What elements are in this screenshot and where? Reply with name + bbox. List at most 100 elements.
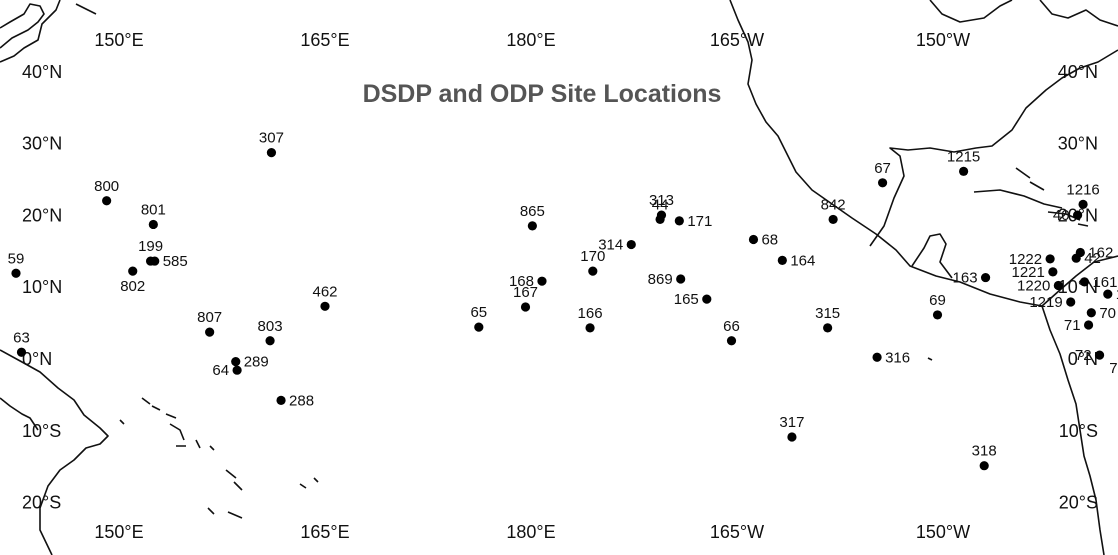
site-label-63: 63: [13, 329, 30, 346]
site-label-802: 802: [120, 278, 145, 295]
site-marker-865: [527, 221, 537, 231]
site-label-801: 801: [141, 201, 166, 218]
site-marker-168: [537, 276, 547, 286]
site-marker-1220: [1053, 280, 1063, 291]
site-marker-161: [1079, 277, 1090, 287]
site-marker-1221: [1048, 267, 1058, 277]
site-label-162: 162: [1088, 244, 1113, 261]
site-marker-171: [674, 216, 684, 226]
site-label-161: 161: [1092, 274, 1117, 291]
lon-tick-bottom-0: 150°E: [94, 522, 143, 542]
site-label-314: 314: [598, 237, 623, 254]
site-label-170: 170: [580, 248, 605, 265]
lat-tick-right-0: 40°N: [1058, 62, 1098, 82]
site-marker-317: [787, 432, 797, 442]
site-marker-64: [232, 365, 242, 375]
galapagos: [927, 357, 933, 361]
yucatan-coast: [911, 233, 953, 279]
site-marker-307: [266, 148, 277, 158]
site-marker-71: [1083, 320, 1094, 330]
site-marker-585: [150, 256, 160, 266]
lon-tick-bottom-4: 150°W: [916, 522, 970, 542]
site-label-168: 168: [509, 273, 534, 290]
site-label-1222: 1222: [1009, 251, 1042, 268]
site-label-164: 164: [790, 252, 815, 269]
lon-tick-bottom-2: 180°E: [506, 522, 555, 542]
map-title: DSDP and ODP Site Locations: [363, 80, 722, 108]
site-label-68: 68: [761, 232, 778, 249]
bismarck-islands: [141, 397, 186, 447]
site-label-1221: 1221: [1011, 264, 1044, 281]
site-label-199: 199: [138, 238, 163, 255]
lat-tick-left-4: 0°N: [22, 349, 52, 369]
south-america-coast: [1041, 255, 1118, 555]
site-marker-59: [11, 268, 21, 278]
site-label-73: 73: [1109, 360, 1118, 377]
site-label-67: 67: [874, 160, 891, 177]
site-marker-70: [1086, 308, 1096, 318]
site-label-1216: 1216: [1066, 181, 1099, 198]
site-label-171: 171: [687, 213, 712, 230]
site-marker-68: [748, 234, 759, 245]
lat-tick-left-0: 40°N: [22, 62, 62, 82]
site-marker-807: [205, 327, 215, 337]
japan-south-coast: [0, 0, 61, 63]
site-marker-69: [932, 310, 943, 320]
site-marker-842: [828, 214, 838, 225]
new-guinea-coast: [0, 349, 109, 555]
site-label-803: 803: [258, 318, 283, 335]
site-label-865: 865: [520, 203, 545, 220]
north-america-coast: [729, 0, 1043, 307]
site-marker-800: [102, 196, 112, 206]
northeast-coast: [1039, 0, 1118, 27]
lon-tick-top-1: 165°E: [300, 30, 349, 50]
new-guinea-west-coast: [0, 397, 39, 431]
site-marker-170: [588, 266, 598, 276]
site-marker-44: [655, 214, 665, 225]
lon-tick-bottom-3: 165°W: [710, 522, 764, 542]
site-marker-1216: [1078, 199, 1088, 209]
site-marker-316: [872, 352, 882, 362]
lat-tick-right-1: 30°N: [1058, 134, 1098, 154]
site-label-44: 44: [652, 196, 669, 213]
lat-tick-left-1: 30°N: [22, 134, 62, 154]
cuba-coast: [973, 167, 1063, 209]
site-label-585: 585: [163, 253, 188, 270]
site-label-315: 315: [815, 305, 840, 322]
site-marker-67: [877, 178, 888, 188]
site-marker-165: [702, 294, 712, 304]
site-label-65: 65: [470, 304, 487, 321]
site-label-69: 69: [929, 292, 946, 309]
site-marker-315: [823, 323, 833, 333]
site-marker-166: [585, 323, 595, 333]
site-label-71: 71: [1064, 317, 1081, 334]
site-marker-164: [777, 255, 787, 265]
site-label-163: 163: [953, 270, 978, 287]
site-label-167: 167: [513, 284, 538, 301]
kuril-coast: [75, 3, 97, 15]
hudson-coast: [929, 0, 1013, 23]
site-label-288: 288: [289, 392, 314, 409]
site-marker-1219: [1066, 297, 1076, 307]
site-label-66: 66: [723, 318, 740, 335]
lat-tick-left-3: 10°N: [22, 277, 62, 297]
site-label-1218: 1218: [1116, 286, 1118, 303]
lat-tick-right-5: 10°S: [1059, 421, 1098, 441]
lon-tick-top-2: 180°E: [506, 30, 555, 50]
lat-tick-left-5: 10°S: [22, 421, 61, 441]
japan-coast: [0, 3, 45, 49]
site-markers: 3078008011995855980246280780362636428928…: [8, 130, 1118, 471]
site-marker-63: [16, 347, 27, 357]
lat-tick-right-4: 0°N: [1068, 349, 1098, 369]
site-label-289: 289: [244, 354, 269, 371]
site-label-842: 842: [821, 196, 846, 213]
site-marker-1218: [1103, 289, 1113, 299]
site-label-1220: 1220: [1017, 277, 1050, 294]
site-label-316: 316: [885, 349, 910, 366]
site-label-462: 462: [312, 283, 337, 300]
solomon-islands: [195, 439, 243, 519]
site-marker-66: [726, 336, 737, 346]
